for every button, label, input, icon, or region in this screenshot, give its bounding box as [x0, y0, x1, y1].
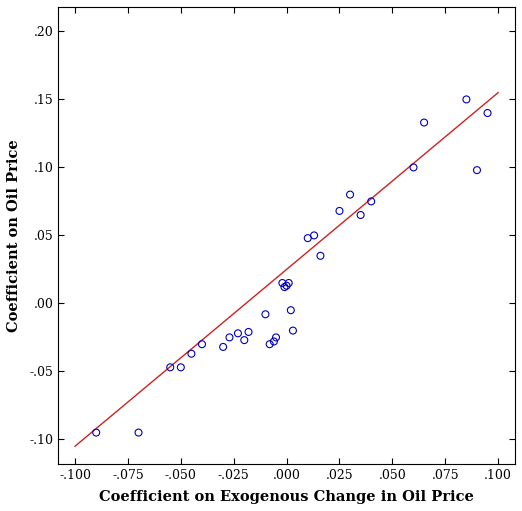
- Point: [367, 197, 375, 205]
- Point: [176, 363, 185, 371]
- Point: [409, 164, 418, 172]
- Point: [262, 310, 270, 318]
- Point: [187, 350, 196, 358]
- Point: [310, 231, 318, 240]
- Point: [316, 252, 325, 260]
- Point: [462, 96, 470, 104]
- Point: [234, 329, 242, 337]
- Point: [270, 337, 278, 345]
- Point: [335, 207, 343, 215]
- Point: [272, 333, 280, 341]
- Point: [244, 328, 253, 336]
- Y-axis label: Coefficient on Oil Price: Coefficient on Oil Price: [7, 139, 21, 332]
- Point: [92, 429, 100, 437]
- Point: [473, 166, 481, 174]
- Point: [287, 306, 295, 314]
- Point: [166, 363, 174, 371]
- Point: [289, 327, 297, 335]
- Point: [266, 340, 274, 349]
- Point: [284, 279, 293, 287]
- Point: [346, 191, 354, 199]
- Point: [198, 340, 206, 349]
- Point: [226, 333, 234, 341]
- Point: [280, 283, 289, 291]
- X-axis label: Coefficient on Exogenous Change in Oil Price: Coefficient on Exogenous Change in Oil P…: [99, 490, 474, 504]
- Point: [219, 343, 227, 351]
- Point: [134, 429, 143, 437]
- Point: [282, 282, 291, 290]
- Point: [420, 119, 428, 127]
- Point: [278, 279, 287, 287]
- Point: [357, 211, 365, 219]
- Point: [483, 109, 492, 117]
- Point: [240, 336, 248, 344]
- Point: [304, 234, 312, 242]
